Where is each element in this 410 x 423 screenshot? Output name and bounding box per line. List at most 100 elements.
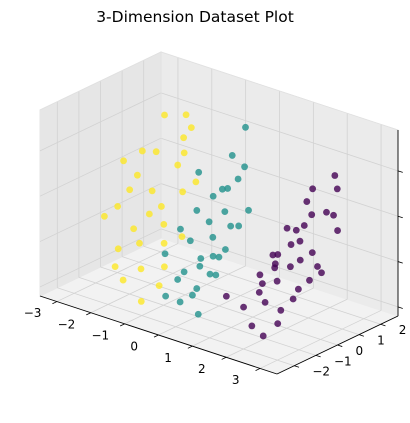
data-point xyxy=(209,192,217,200)
grid-line xyxy=(160,137,399,217)
data-point xyxy=(224,185,232,192)
data-point xyxy=(314,263,321,270)
data-point xyxy=(334,227,341,234)
data-point xyxy=(245,206,252,214)
data-point xyxy=(261,298,269,306)
data-point xyxy=(193,207,201,214)
grid-line xyxy=(39,137,162,197)
data-point xyxy=(192,178,200,186)
x-tick xyxy=(255,368,261,371)
data-point xyxy=(255,288,263,296)
data-point xyxy=(160,220,168,228)
data-point xyxy=(248,322,256,330)
data-point xyxy=(157,203,165,210)
x-tick-label: 3 xyxy=(232,373,240,387)
data-point xyxy=(277,306,285,314)
y-tick xyxy=(294,365,300,368)
data-point xyxy=(136,239,143,247)
data-point xyxy=(180,149,188,157)
data-point xyxy=(138,147,146,155)
data-points xyxy=(100,111,341,340)
data-point xyxy=(137,298,145,305)
data-point xyxy=(331,172,339,179)
chart-title: 3-Dimension Dataset Plot xyxy=(96,8,294,26)
z-tick xyxy=(397,170,403,173)
data-point xyxy=(259,332,267,340)
data-point xyxy=(126,186,134,194)
x-tick-label: 0 xyxy=(130,340,138,354)
data-point xyxy=(215,253,223,261)
data-point xyxy=(114,245,122,253)
data-point xyxy=(176,298,184,306)
data-point xyxy=(206,270,214,278)
data-point xyxy=(212,271,220,279)
data-point xyxy=(274,251,282,258)
data-point xyxy=(178,233,186,241)
data-point xyxy=(308,211,316,219)
x-tick-label: 1 xyxy=(164,351,172,365)
data-point xyxy=(323,208,330,216)
data-point xyxy=(145,210,153,218)
y-tick xyxy=(380,323,386,327)
data-point xyxy=(222,246,229,253)
data-point xyxy=(228,152,236,159)
grid-line xyxy=(160,228,399,308)
data-point xyxy=(194,310,202,318)
y-tick-label: −2 xyxy=(312,365,330,379)
data-point xyxy=(162,292,170,300)
data-point xyxy=(333,185,341,193)
data-point xyxy=(195,168,203,176)
data-point xyxy=(182,111,190,119)
x-tick xyxy=(52,301,58,305)
data-point xyxy=(130,225,138,233)
y-tick-label: 1 xyxy=(377,334,385,348)
data-point xyxy=(274,320,282,328)
data-point xyxy=(187,124,195,132)
z-tick xyxy=(397,215,403,219)
data-point xyxy=(186,237,194,245)
x-tick xyxy=(221,356,227,360)
data-point xyxy=(308,249,316,256)
z-tick xyxy=(397,306,403,309)
grid-lines xyxy=(39,57,399,369)
data-point xyxy=(222,292,230,300)
data-point xyxy=(218,185,226,193)
data-point xyxy=(294,285,302,293)
data-point xyxy=(234,175,242,183)
data-point xyxy=(119,276,127,284)
data-point xyxy=(269,251,277,259)
data-point xyxy=(221,208,229,216)
x-tick xyxy=(187,345,193,349)
data-point xyxy=(309,185,317,193)
y-tick xyxy=(315,354,321,358)
data-point xyxy=(177,225,184,233)
x-tick-label: −1 xyxy=(91,329,109,343)
data-point xyxy=(296,237,304,245)
data-point xyxy=(152,148,160,156)
y-tick-label: −1 xyxy=(334,354,352,368)
data-point xyxy=(296,256,304,264)
grid-line xyxy=(121,256,360,336)
data-point xyxy=(174,276,182,283)
data-point xyxy=(196,262,204,270)
data-point xyxy=(300,222,308,229)
x-tick xyxy=(153,334,159,338)
y-tick xyxy=(358,334,364,337)
data-point xyxy=(292,226,300,234)
data-point xyxy=(283,224,291,232)
z-tick xyxy=(397,261,403,264)
data-point xyxy=(120,157,127,165)
data-point xyxy=(240,303,247,311)
data-point xyxy=(160,239,168,247)
data-point xyxy=(318,269,325,277)
data-point xyxy=(205,218,213,226)
data-point xyxy=(114,202,122,210)
data-point xyxy=(235,222,243,230)
y-tick-label: 0 xyxy=(356,344,364,358)
grid-line xyxy=(100,266,338,346)
data-point xyxy=(193,285,201,292)
axis-panes xyxy=(38,51,400,375)
grid-line xyxy=(160,92,399,172)
